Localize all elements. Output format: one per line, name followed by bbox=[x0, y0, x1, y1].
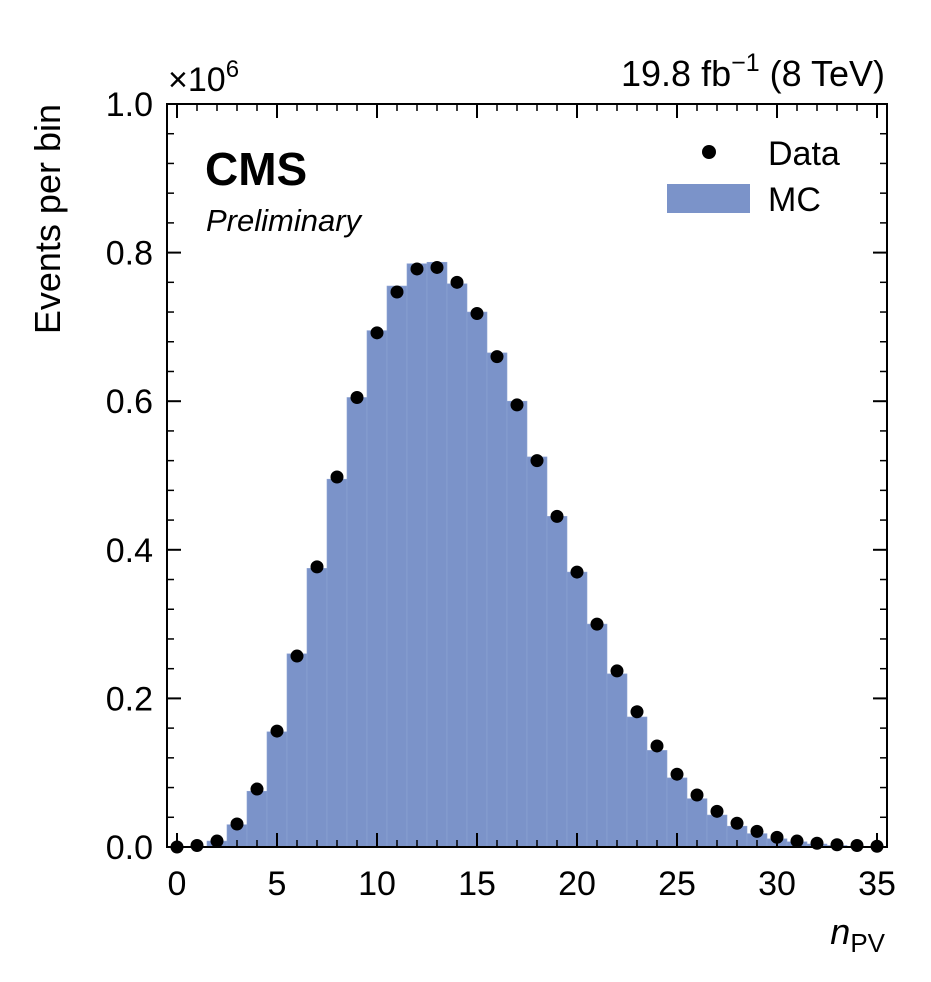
y-tick-label: 0.8 bbox=[106, 235, 153, 273]
x-tick-label: 10 bbox=[358, 865, 396, 903]
x-tick-label: 20 bbox=[558, 865, 596, 903]
data-point bbox=[230, 817, 244, 831]
y-tick-label: 0.4 bbox=[106, 532, 153, 570]
x-tick-label: 35 bbox=[858, 865, 896, 903]
data-point bbox=[470, 307, 484, 321]
y-tick-label: 0.6 bbox=[106, 383, 153, 421]
mc-bar bbox=[286, 653, 308, 848]
legend-mc-marker bbox=[667, 184, 750, 213]
plot-frame bbox=[166, 103, 888, 848]
status-label: Preliminary bbox=[206, 203, 364, 238]
mc-bar bbox=[566, 571, 588, 848]
data-point bbox=[290, 649, 304, 663]
axis-ticks bbox=[167, 103, 887, 848]
data-point bbox=[490, 350, 504, 364]
x-tick-label: 5 bbox=[268, 865, 287, 903]
data-point bbox=[730, 816, 744, 830]
mc-histogram bbox=[186, 261, 868, 848]
data-point bbox=[630, 705, 644, 719]
data-point bbox=[410, 262, 424, 276]
mc-bar bbox=[606, 673, 628, 848]
mc-bar bbox=[246, 790, 268, 848]
x-tick-label: 30 bbox=[758, 865, 796, 903]
mc-bar bbox=[366, 330, 388, 848]
mc-bar bbox=[486, 352, 508, 848]
data-point bbox=[590, 617, 604, 631]
legend-data-marker bbox=[702, 145, 716, 159]
mc-bar bbox=[446, 283, 468, 848]
mc-bar bbox=[626, 716, 648, 848]
mc-bar bbox=[506, 400, 528, 848]
data-point bbox=[550, 509, 564, 523]
data-point bbox=[310, 560, 324, 574]
data-point bbox=[450, 275, 464, 289]
mc-bar bbox=[406, 263, 428, 848]
data-point bbox=[330, 470, 344, 484]
experiment-label: CMS bbox=[205, 143, 307, 195]
y-multiplier-label: ×106 bbox=[168, 56, 239, 99]
data-point bbox=[370, 326, 384, 340]
mc-bar bbox=[346, 397, 368, 848]
y-tick-label: 0.0 bbox=[106, 829, 153, 867]
y-axis-label: Events per bin bbox=[27, 104, 68, 334]
mc-bar bbox=[326, 478, 348, 848]
x-tick-label: 0 bbox=[168, 865, 187, 903]
data-point bbox=[710, 804, 724, 818]
mc-bar bbox=[686, 798, 708, 848]
legend-data-label: Data bbox=[768, 135, 840, 173]
x-tick-label: 15 bbox=[458, 865, 496, 903]
data-point bbox=[390, 285, 404, 299]
x-axis-label: nPV bbox=[830, 911, 885, 958]
data-point bbox=[530, 454, 544, 468]
mc-bar bbox=[526, 456, 548, 848]
tick-labels: 0 5 10 15 20 25 30 35 0.0 0.2 0.4 0.6 0.8 1.0 bbox=[106, 86, 896, 903]
mc-bar bbox=[646, 750, 668, 848]
data-point bbox=[510, 398, 524, 412]
data-point bbox=[670, 767, 684, 781]
data-point bbox=[750, 824, 764, 838]
mc-bar bbox=[266, 731, 288, 848]
data-point bbox=[350, 390, 364, 404]
data-point bbox=[650, 739, 664, 753]
mc-bar bbox=[386, 285, 408, 848]
data-point bbox=[570, 565, 584, 579]
y-tick-label: 1.0 bbox=[106, 86, 153, 124]
mc-bar bbox=[306, 568, 328, 848]
mc-bar bbox=[546, 516, 568, 848]
mc-bar bbox=[466, 311, 488, 848]
legend: Data MC bbox=[667, 135, 840, 219]
data-point bbox=[250, 782, 264, 796]
data-point bbox=[690, 788, 704, 802]
data-point bbox=[430, 260, 444, 274]
lumi-energy-label: 19.8 fb−1 (8 TeV) bbox=[621, 49, 885, 94]
mc-bar bbox=[426, 261, 448, 848]
data-point bbox=[270, 724, 284, 738]
mc-bar bbox=[586, 623, 608, 848]
legend-mc-label: MC bbox=[768, 181, 821, 219]
x-tick-label: 25 bbox=[658, 865, 696, 903]
y-tick-label: 0.2 bbox=[106, 680, 153, 718]
data-point bbox=[610, 664, 624, 678]
